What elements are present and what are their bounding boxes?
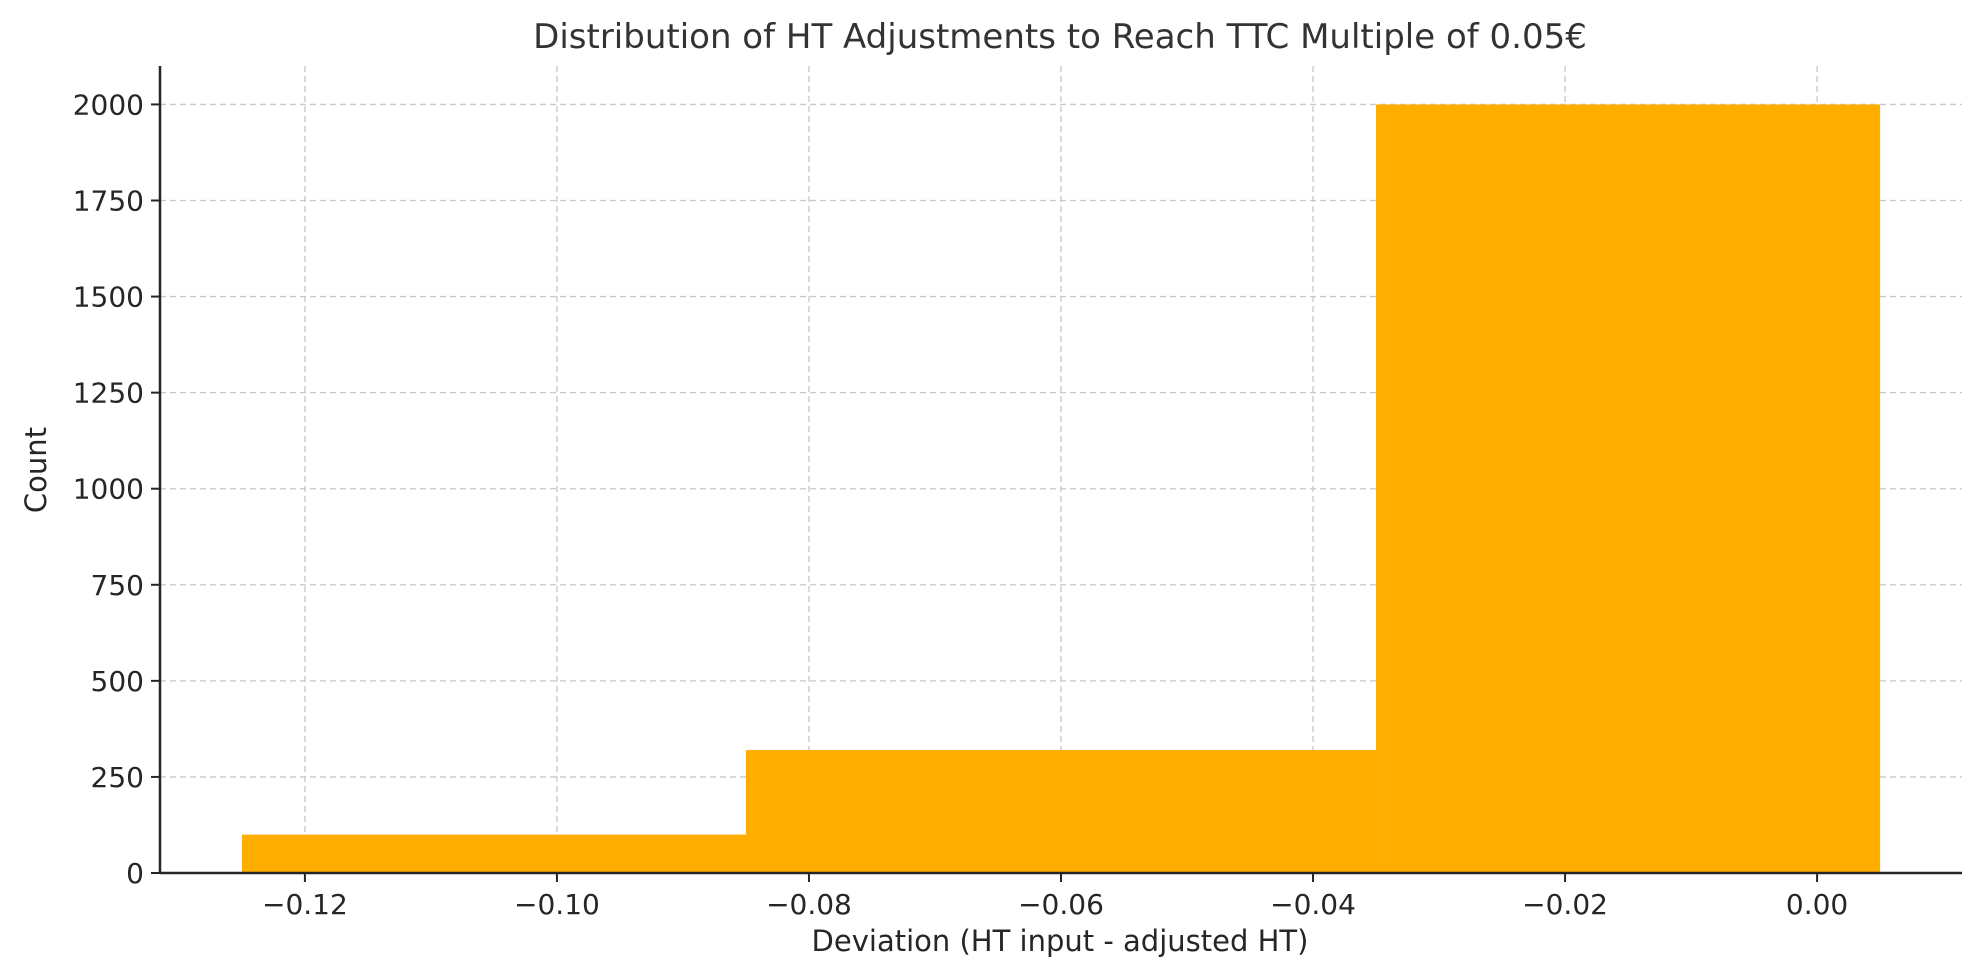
x-tick-label: −0.02 [1522,888,1608,921]
histogram-bar [1376,104,1881,873]
y-tick-label: 0 [126,857,144,890]
chart-title: Distribution of HT Adjustments to Reach … [533,17,1587,57]
y-tick-label: 500 [91,665,144,698]
histogram-bar [241,834,746,873]
x-tick-label: −0.12 [262,888,348,921]
x-tick-label: −0.10 [514,888,600,921]
y-ticks: 0 250 500 750 1000 1250 1500 1750 2000 [73,88,160,890]
y-tick-label: 750 [91,569,144,602]
x-ticks: −0.12 −0.10 −0.08 −0.06 −0.04 −0.02 0.00 [262,873,1848,921]
x-tick-label: −0.08 [766,888,852,921]
y-tick-label: 1000 [73,473,144,506]
y-tick-label: 1500 [73,281,144,314]
x-tick-label: −0.06 [1018,888,1104,921]
x-tick-label: −0.04 [1270,888,1356,921]
y-tick-label: 2000 [73,88,144,121]
x-axis-label: Deviation (HT input - adjusted HT) [812,924,1309,958]
y-tick-label: 1750 [73,185,144,218]
y-tick-label: 1250 [73,377,144,410]
y-tick-label: 250 [91,761,144,794]
x-tick-label: 0.00 [1786,888,1848,921]
y-axis-label: Count [19,427,53,513]
bars-layer [241,104,1881,873]
histogram-bar [745,750,1377,873]
